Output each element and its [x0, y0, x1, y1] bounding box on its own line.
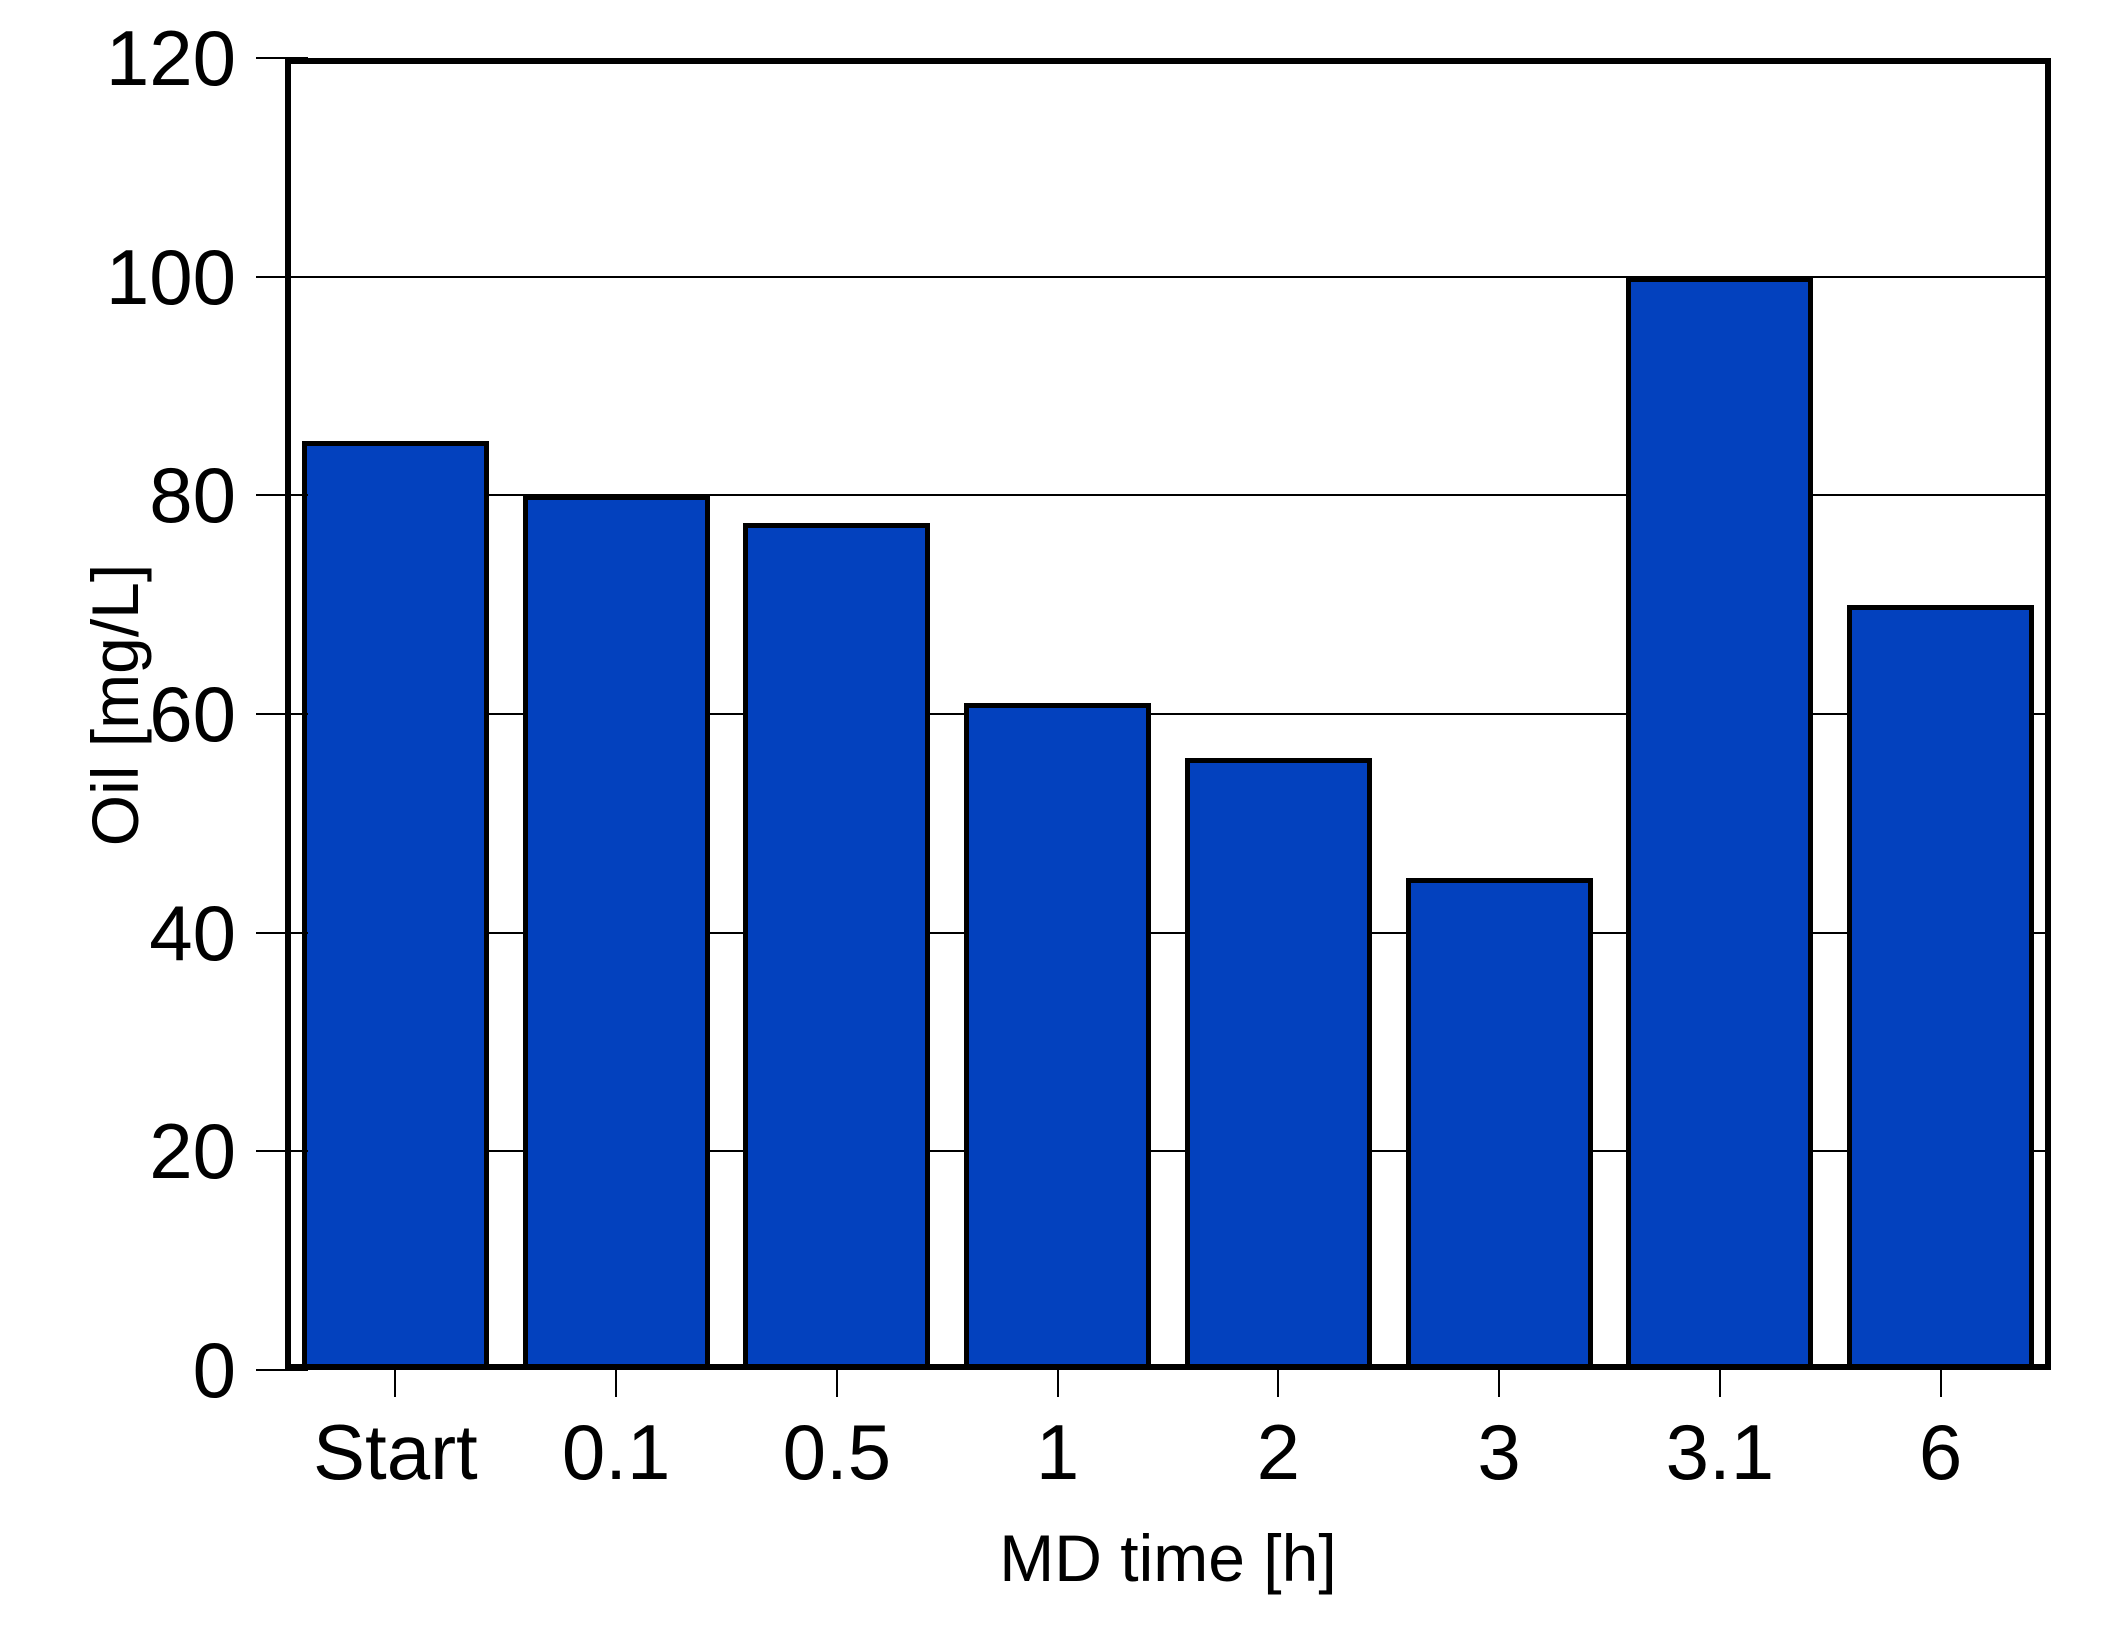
- x-tick-label-3: 3: [1477, 1408, 1521, 1496]
- x-tick-label-2: 2: [1256, 1408, 1301, 1496]
- x-axis-title: MD time [h]: [999, 1521, 1337, 1595]
- y-tick-label-40: 40: [149, 888, 236, 977]
- x-tick-0.1: [615, 1370, 618, 1397]
- gridline-40: [285, 931, 2051, 934]
- bar-Start: [301, 440, 489, 1370]
- y-tick-label-100: 100: [105, 232, 236, 321]
- x-tick-label-1: 1: [1035, 1408, 1080, 1496]
- gridline-80: [285, 494, 2051, 497]
- gridline-100: [285, 275, 2051, 278]
- gridline-60: [285, 713, 2051, 715]
- y-tick-40: [256, 931, 308, 934]
- y-tick-label-120: 120: [105, 14, 236, 102]
- x-tick-label-0.1: 0.1: [561, 1408, 671, 1496]
- bar-2: [1184, 757, 1372, 1370]
- bar-0.1: [522, 495, 710, 1370]
- x-tick-label-6: 6: [1918, 1408, 1963, 1496]
- bar-3: [1405, 878, 1593, 1370]
- x-tick-3: [1498, 1370, 1501, 1397]
- x-tick-6: [1939, 1370, 1942, 1397]
- bar-1: [964, 703, 1152, 1370]
- y-tick-label-0: 0: [192, 1326, 236, 1414]
- y-tick-60: [256, 713, 308, 715]
- gridline-20: [285, 1150, 2051, 1153]
- x-tick-label-0.5: 0.5: [782, 1408, 892, 1496]
- bar-3.1: [1626, 276, 1814, 1370]
- bar-0.5: [743, 522, 931, 1370]
- y-tick-label-20: 20: [149, 1107, 236, 1196]
- x-tick-1: [1056, 1370, 1059, 1397]
- x-tick-label-3.1: 3.1: [1665, 1408, 1775, 1496]
- y-tick-120: [256, 57, 308, 59]
- x-tick-label-Start: Start: [313, 1408, 478, 1496]
- plot-area: [285, 58, 2051, 1370]
- x-tick-2: [1277, 1370, 1280, 1397]
- y-tick-label-80: 80: [149, 451, 236, 540]
- y-tick-0: [256, 1369, 308, 1371]
- x-tick-Start: [394, 1370, 397, 1397]
- x-tick-0.5: [835, 1370, 838, 1397]
- x-tick-3.1: [1718, 1370, 1721, 1397]
- y-tick-80: [256, 494, 308, 497]
- y-tick-100: [256, 275, 308, 278]
- bar-6: [1847, 604, 2035, 1370]
- y-tick-label-60: 60: [149, 670, 236, 758]
- y-tick-20: [256, 1150, 308, 1153]
